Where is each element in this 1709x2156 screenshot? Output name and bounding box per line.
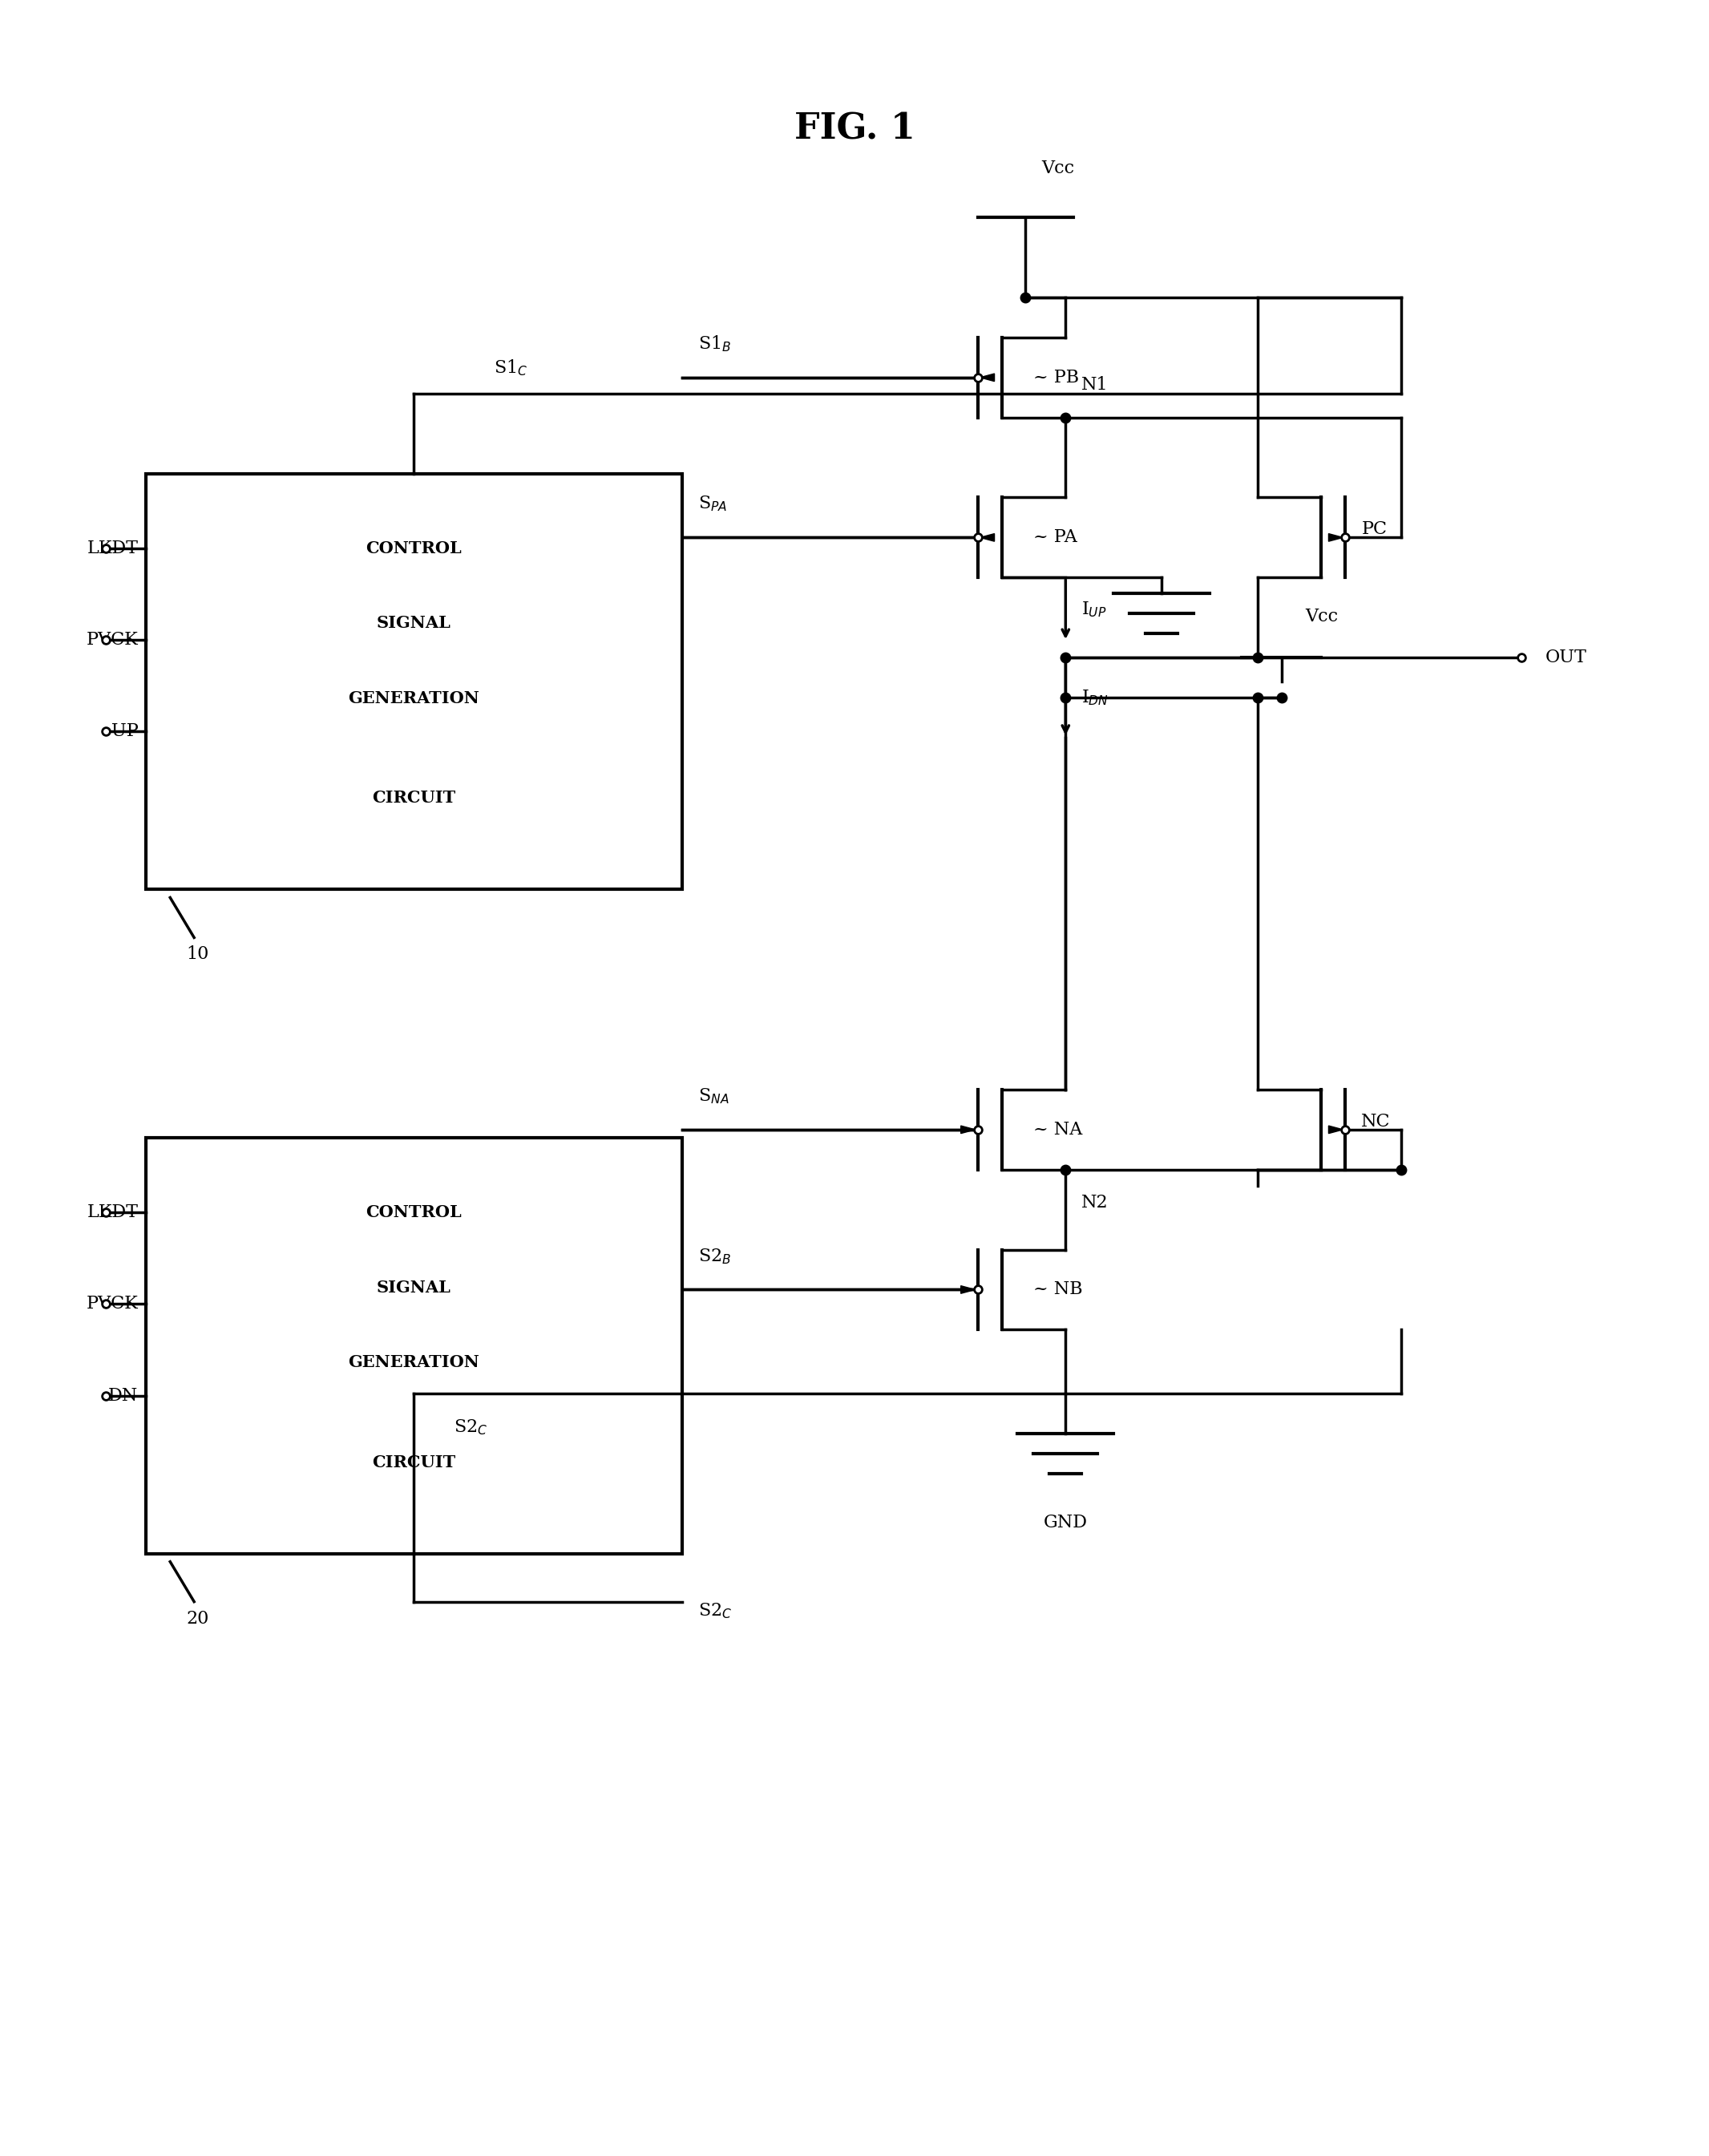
Text: PVCK: PVCK bbox=[85, 1296, 138, 1313]
Text: FIG. 1: FIG. 1 bbox=[795, 112, 914, 147]
Text: S2$_B$: S2$_B$ bbox=[697, 1246, 731, 1266]
Text: PC: PC bbox=[1362, 522, 1388, 539]
Polygon shape bbox=[979, 373, 995, 382]
Text: ~ PB: ~ PB bbox=[1034, 369, 1080, 386]
Polygon shape bbox=[979, 535, 995, 541]
Text: LKDT: LKDT bbox=[87, 539, 138, 556]
Text: GENERATION: GENERATION bbox=[349, 1354, 480, 1371]
Text: NC: NC bbox=[1362, 1112, 1391, 1130]
Text: CIRCUIT: CIRCUIT bbox=[373, 1453, 456, 1470]
Text: N2: N2 bbox=[1082, 1194, 1109, 1212]
Bar bbox=[147, 474, 682, 890]
Text: CIRCUIT: CIRCUIT bbox=[373, 789, 456, 806]
Text: S$_{PA}$: S$_{PA}$ bbox=[697, 494, 726, 513]
Polygon shape bbox=[1328, 535, 1343, 541]
Text: CONTROL: CONTROL bbox=[366, 541, 461, 556]
Polygon shape bbox=[1328, 1125, 1343, 1134]
Polygon shape bbox=[960, 1285, 976, 1294]
Text: I$_{UP}$: I$_{UP}$ bbox=[1082, 599, 1107, 619]
Text: OUT: OUT bbox=[1545, 649, 1588, 666]
Text: S$_{NA}$: S$_{NA}$ bbox=[697, 1087, 728, 1106]
Text: S1$_B$: S1$_B$ bbox=[697, 334, 731, 354]
Text: UP: UP bbox=[111, 722, 138, 740]
Text: Vcc: Vcc bbox=[1306, 608, 1338, 625]
Text: N1: N1 bbox=[1082, 375, 1109, 395]
Text: SIGNAL: SIGNAL bbox=[376, 614, 451, 632]
Text: SIGNAL: SIGNAL bbox=[376, 1279, 451, 1296]
Text: ~ NA: ~ NA bbox=[1034, 1121, 1084, 1138]
Text: 10: 10 bbox=[186, 946, 208, 964]
Text: GND: GND bbox=[1044, 1514, 1087, 1531]
Text: ~ PA: ~ PA bbox=[1034, 528, 1077, 545]
Bar bbox=[147, 1138, 682, 1554]
Text: PVCK: PVCK bbox=[85, 632, 138, 649]
Text: S2$_C$: S2$_C$ bbox=[697, 1602, 731, 1621]
Text: GENERATION: GENERATION bbox=[349, 690, 480, 707]
Text: I$_{DN}$: I$_{DN}$ bbox=[1082, 688, 1109, 707]
Polygon shape bbox=[960, 1125, 976, 1134]
Text: ~ NB: ~ NB bbox=[1034, 1281, 1084, 1298]
Text: 20: 20 bbox=[186, 1611, 208, 1628]
Text: DN: DN bbox=[108, 1386, 138, 1404]
Text: Vcc: Vcc bbox=[1041, 160, 1075, 177]
Text: CONTROL: CONTROL bbox=[366, 1205, 461, 1220]
Text: S1$_C$: S1$_C$ bbox=[494, 358, 528, 377]
Text: S2$_C$: S2$_C$ bbox=[455, 1419, 487, 1436]
Text: LKDT: LKDT bbox=[87, 1203, 138, 1220]
